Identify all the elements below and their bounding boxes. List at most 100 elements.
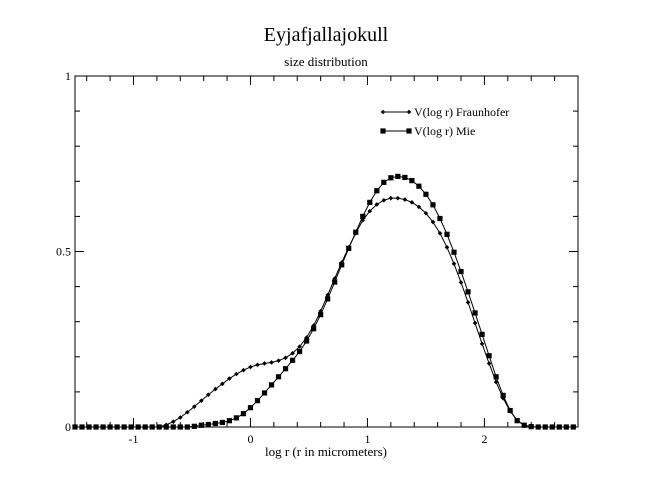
- data-point: [444, 244, 450, 250]
- data-point: [458, 268, 464, 275]
- data-point: [465, 289, 471, 295]
- data-point: [486, 361, 492, 366]
- legend-marker: [406, 109, 412, 115]
- data-point: [163, 424, 169, 430]
- data-point: [325, 292, 330, 298]
- data-point: [437, 230, 443, 236]
- data-point: [549, 424, 555, 430]
- data-point: [528, 424, 534, 430]
- x-tick-label: 1: [364, 432, 370, 446]
- data-point: [289, 357, 296, 363]
- data-point: [360, 213, 366, 219]
- data-point: [107, 424, 113, 430]
- data-point: [268, 382, 275, 388]
- y-tick-label: 0: [65, 420, 71, 434]
- data-point: [486, 353, 492, 359]
- legend-marker: [380, 109, 386, 115]
- data-point: [374, 202, 380, 207]
- data-point: [213, 386, 218, 392]
- data-point: [283, 355, 288, 361]
- data-point: [416, 204, 422, 210]
- x-tick-label: 0: [247, 432, 253, 446]
- data-point: [402, 174, 408, 181]
- data-point: [374, 188, 380, 194]
- x-axis-label: log r (r in micrometers): [265, 444, 387, 459]
- data-point: [142, 424, 148, 430]
- series-diamond: [72, 195, 576, 430]
- data-point: [86, 424, 92, 430]
- data-point: [430, 219, 436, 225]
- legend-label: V(log r) Fraunhofer: [414, 105, 509, 119]
- data-point: [479, 341, 485, 347]
- data-point: [93, 424, 99, 430]
- data-point: [233, 415, 240, 421]
- data-point: [276, 358, 281, 363]
- data-point: [451, 249, 457, 255]
- data-point: [416, 183, 422, 189]
- chart-title: Eyjafjallajokull: [264, 24, 389, 46]
- data-point: [220, 381, 225, 387]
- data-point: [409, 177, 415, 184]
- data-point: [360, 217, 366, 223]
- data-point: [205, 421, 211, 428]
- data-point: [177, 424, 183, 430]
- series-line: [75, 197, 574, 428]
- data-point: [556, 424, 562, 430]
- data-point: [199, 398, 204, 403]
- data-point: [121, 424, 127, 430]
- data-point: [430, 202, 436, 208]
- data-point: [437, 215, 443, 222]
- data-point: [311, 326, 317, 332]
- data-point: [346, 245, 352, 251]
- series-layer: [72, 173, 576, 430]
- legend: V(log r) Fraunhofer V(log r) Mie: [380, 105, 509, 138]
- data-point: [514, 418, 520, 424]
- data-point: [100, 424, 106, 430]
- data-point: [128, 424, 134, 430]
- data-point: [507, 407, 513, 414]
- data-point: [535, 424, 541, 430]
- data-point: [212, 420, 218, 427]
- y-tick-label: 0.5: [56, 245, 71, 259]
- data-point: [248, 364, 253, 370]
- data-point: [395, 173, 401, 179]
- data-point: [318, 312, 324, 318]
- data-point: [219, 419, 225, 426]
- legend-marker: [406, 128, 412, 134]
- data-point: [423, 191, 429, 197]
- data-point: [135, 424, 141, 430]
- data-point: [521, 422, 527, 428]
- legend-label: V(log r) Mie: [414, 124, 475, 138]
- data-point: [241, 367, 246, 373]
- x-tick-label: 2: [481, 432, 487, 446]
- data-point: [149, 424, 155, 430]
- data-point: [479, 331, 485, 337]
- chart-subtitle: size distribution: [284, 54, 368, 69]
- data-point: [444, 231, 450, 237]
- data-point: [198, 422, 204, 428]
- data-point: [170, 424, 176, 430]
- data-point: [451, 261, 457, 267]
- series-line: [75, 175, 574, 428]
- data-point: [381, 179, 387, 185]
- legend-marker: [380, 128, 386, 134]
- data-point: [72, 424, 78, 430]
- data-point: [304, 338, 310, 344]
- data-point: [269, 360, 274, 365]
- data-point: [297, 344, 302, 349]
- data-point: [156, 424, 162, 430]
- data-point: [381, 197, 387, 203]
- y-tick-label: 1: [65, 69, 71, 83]
- data-point: [79, 424, 85, 430]
- data-point: [353, 229, 359, 235]
- data-point: [184, 424, 190, 430]
- data-point: [261, 390, 268, 396]
- data-point: [388, 195, 394, 201]
- data-point: [395, 195, 401, 201]
- data-point: [325, 296, 331, 302]
- data-point: [296, 348, 303, 355]
- data-point: [388, 175, 394, 181]
- data-point: [367, 199, 373, 205]
- data-point: [472, 320, 478, 326]
- data-point: [170, 419, 176, 425]
